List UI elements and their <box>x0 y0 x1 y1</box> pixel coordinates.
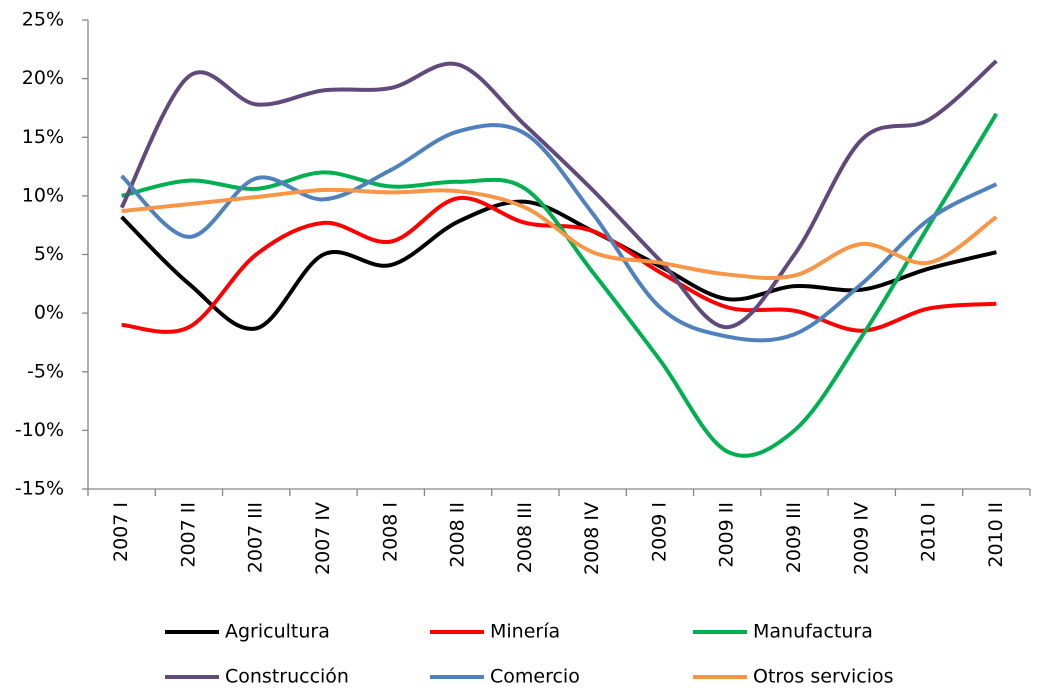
y-tick-label: 5% <box>34 243 64 265</box>
legend-label: Minería <box>490 621 560 643</box>
y-tick-label: -15% <box>15 478 64 500</box>
x-tick-label: 2009 I <box>648 502 670 562</box>
x-tick-label: 2009 III <box>783 502 805 573</box>
x-tick-label: 2008 I <box>379 502 401 562</box>
y-tick-label: 20% <box>22 67 64 89</box>
x-tick-label: 2007 IV <box>312 502 334 575</box>
x-tick-label: 2008 III <box>514 502 536 573</box>
line-series <box>120 123 998 343</box>
x-tick-label: 2009 II <box>716 502 738 568</box>
x-tick-label: 2008 II <box>447 502 469 568</box>
line-series <box>120 199 997 331</box>
y-tick-label: -10% <box>15 419 64 441</box>
x-tick-label: 2010 I <box>918 502 940 562</box>
y-tick-label: -5% <box>27 360 64 382</box>
x-tick-label: 2007 II <box>177 502 199 568</box>
x-tick-label: 2010 II <box>985 502 1007 568</box>
y-tick-label: 0% <box>34 302 64 324</box>
line-series <box>121 187 998 281</box>
x-tick-label: 2007 I <box>110 502 132 562</box>
x-tick-label: 2008 IV <box>581 502 603 575</box>
legend-label: Manufactura <box>753 621 873 643</box>
legend-label: Agricultura <box>225 621 330 643</box>
x-tick-label: 2009 IV <box>850 502 872 575</box>
line-series <box>119 59 998 330</box>
y-tick-label: 10% <box>22 184 64 206</box>
line-series <box>121 196 997 334</box>
legend-label: Construcción <box>225 666 349 688</box>
x-tick-label: 2007 III <box>245 502 267 573</box>
y-tick-label: 15% <box>22 126 64 148</box>
y-tick-label: 25% <box>22 9 64 31</box>
legend-label: Otros servicios <box>753 666 894 688</box>
legend-label: Comercio <box>490 666 580 688</box>
